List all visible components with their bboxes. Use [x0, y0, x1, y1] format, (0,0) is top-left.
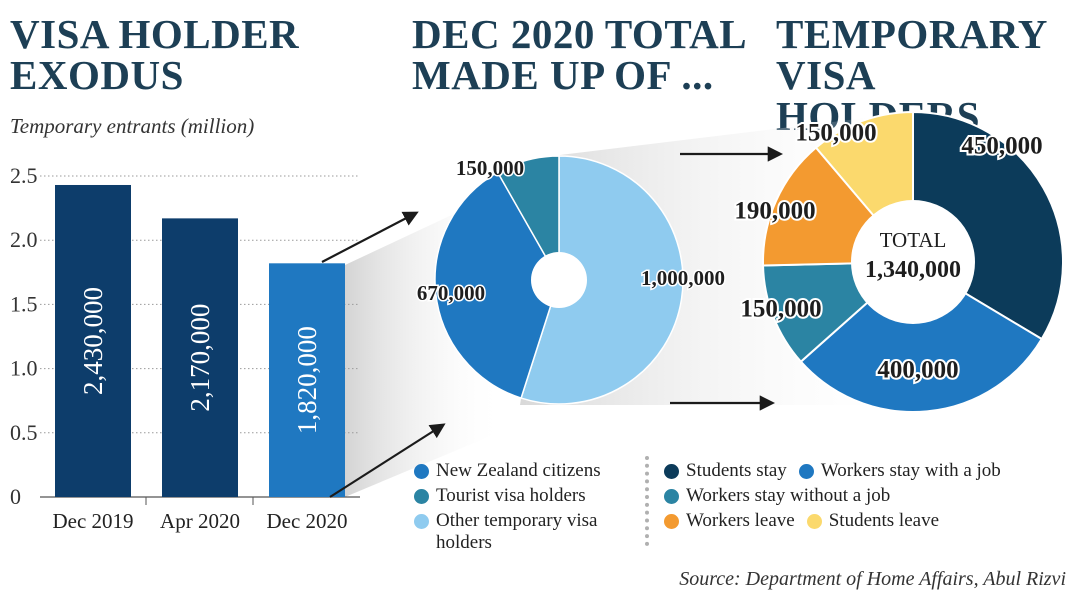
middle-pie: 1,000,000 670,000 150,000: [415, 155, 727, 405]
pie-data-label: 150,000: [456, 156, 524, 180]
legend-item: Workers stay without a job: [664, 485, 890, 507]
y-tick-label: 2.0: [10, 227, 38, 252]
x-category-label: Dec 2019: [52, 509, 133, 533]
legend-row: Students stay Workers stay with a job: [664, 460, 1074, 485]
bar-x-categories: Dec 2019 Apr 2020 Dec 2020: [52, 497, 348, 533]
connector-arrow: [329, 423, 446, 498]
source-note: Source: Department of Home Affairs, Abul…: [679, 568, 1066, 590]
bar: [269, 263, 345, 497]
pie-center-hole: [531, 252, 587, 308]
y-tick-label: 0: [10, 484, 21, 509]
donut-data-label: 400,000: [877, 357, 958, 384]
legend-label: Students stay: [686, 460, 787, 481]
legend-item: Workers leave: [664, 510, 795, 532]
legend-row: Workers stay without a job: [664, 485, 1074, 510]
legend-label: Workers leave: [686, 510, 795, 531]
legend-swatch: [414, 464, 429, 479]
legend-swatch: [664, 464, 679, 479]
donut-data-label: 450,000: [961, 133, 1042, 160]
donut-slice: [799, 260, 1044, 413]
donut-center-title: TOTAL: [880, 228, 947, 252]
legend-label: Workers stay without a job: [686, 485, 891, 506]
y-tick-label: 2.5: [10, 163, 38, 188]
legend-separator: [645, 456, 649, 546]
pie-data-label: 670,000: [417, 281, 485, 305]
donut-data-label: 190,000: [734, 198, 815, 225]
connector-arrows: [321, 146, 784, 498]
title-line-2: MADE UP OF ...: [412, 52, 714, 98]
middle-pie-legend: New Zealand citizens Tourist visa holders…: [414, 460, 644, 557]
right-donut-legend: Students stay Workers stay with a job Work…: [664, 460, 1074, 535]
pie-slice: [520, 155, 684, 405]
title-line-2: EXODUS: [10, 52, 184, 98]
legend-label: Students leave: [828, 510, 940, 531]
bar-chart-title: VISA HOLDER EXODUS: [10, 14, 299, 96]
pie-slice: [434, 171, 560, 400]
bar: [162, 218, 238, 497]
legend-label: New Zealand citizens: [436, 460, 601, 481]
bar-y-ticks: 0 0.5 1.0 1.5 2.0 2.5: [10, 163, 38, 509]
legend-swatch: [806, 514, 822, 529]
y-tick-label: 0.5: [10, 420, 38, 445]
legend-swatch: [414, 489, 429, 504]
right-donut: 450,000 400,000 150,000 190,000 150,000 TOTAL…: [732, 110, 1064, 413]
donut-center-total: 1,340,000: [865, 257, 961, 283]
legend-label: Workers stay with a job: [820, 460, 1001, 481]
title-line-1: TEMPORARY: [776, 11, 1048, 57]
legend-item: Students leave: [806, 510, 940, 532]
legend-swatch: [798, 464, 814, 479]
legend-item: Other temporary visa holders: [414, 510, 644, 554]
legend-label: Tourist visa holders: [436, 485, 586, 506]
middle-pie-title: DEC 2020 TOTAL MADE UP OF ...: [412, 14, 747, 96]
title-line-1: VISA HOLDER: [10, 11, 300, 57]
title-line-1: DEC 2020 TOTAL: [412, 11, 748, 57]
bar: [55, 184, 131, 497]
bar-data-label: 2,430,000: [78, 287, 108, 395]
legend-item: Students stay: [664, 460, 787, 482]
connector-arrow: [321, 211, 419, 263]
legend-item: Tourist visa holders: [414, 485, 644, 507]
bar-series: 2,430,000 2,170,000 1,820,000: [55, 184, 345, 497]
donut-data-label: 150,000: [740, 296, 821, 323]
pie-slice: [496, 155, 560, 283]
pie-data-label: 1,000,000: [641, 266, 725, 290]
right-donut-title: TEMPORARY VISA HOLDERS: [776, 14, 1080, 137]
y-tick-label: 1.0: [10, 356, 38, 381]
legend-row: Workers leave Students leave: [664, 510, 1074, 535]
bar-data-label: 1,820,000: [292, 326, 322, 434]
legend-label: Other temporary visa holders: [436, 510, 598, 553]
legend-swatch: [664, 489, 679, 504]
legend-swatch: [664, 514, 679, 529]
y-axis-label: Temporary entrants (million): [10, 114, 255, 138]
legend-swatch: [414, 514, 429, 529]
y-tick-label: 1.5: [10, 291, 38, 316]
donut-center-hole: [851, 200, 975, 324]
donut-data-label: 150,000: [795, 120, 876, 147]
x-category-label: Apr 2020: [160, 509, 240, 533]
legend-item: New Zealand citizens: [414, 460, 644, 482]
x-category-label: Dec 2020: [266, 509, 347, 533]
bar-data-label: 2,170,000: [185, 304, 215, 412]
legend-item: Workers stay with a job: [798, 460, 1001, 482]
